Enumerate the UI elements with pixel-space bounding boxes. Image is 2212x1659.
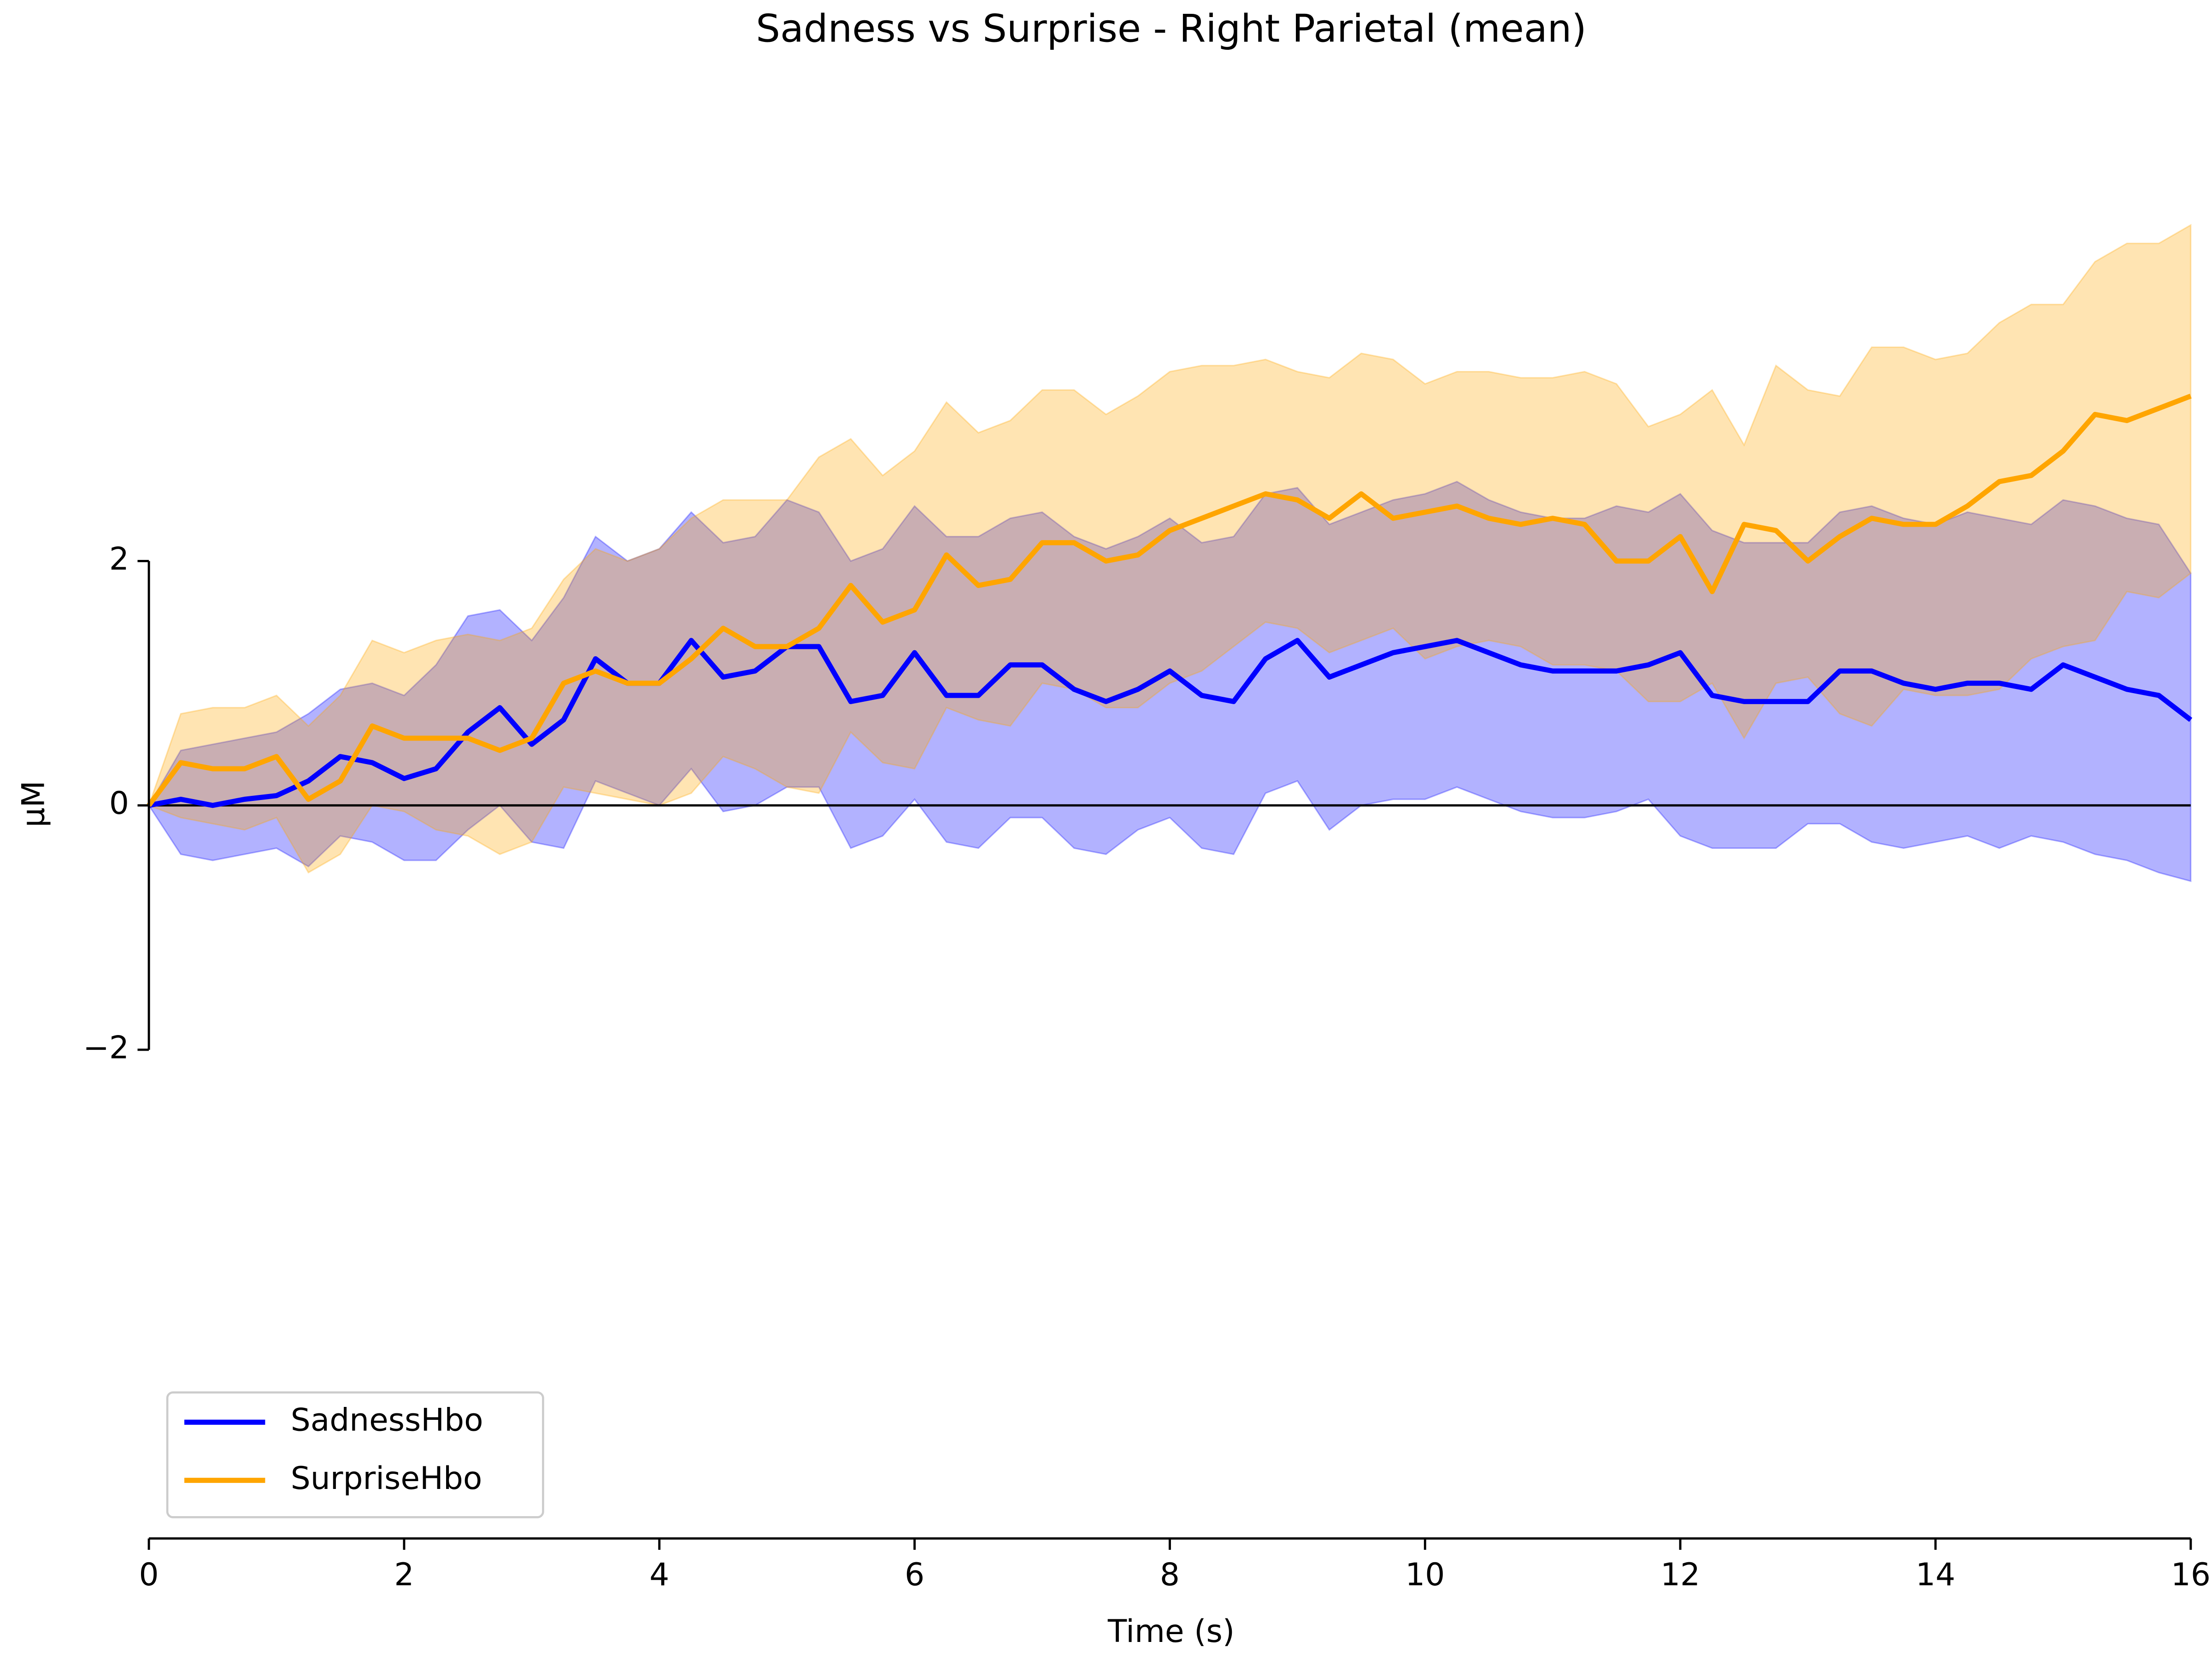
x-tick-label: 14 <box>1916 1556 1955 1593</box>
x-tick-label: 12 <box>1660 1556 1700 1593</box>
x-tick-label: 16 <box>2171 1556 2211 1593</box>
x-axis-label: Time (s) <box>1107 1613 1235 1649</box>
x-tick-label: 2 <box>394 1556 414 1593</box>
y-tick-label: 0 <box>109 785 129 821</box>
x-tick-label: 8 <box>1160 1556 1180 1593</box>
y-tick-label: −2 <box>83 1029 129 1065</box>
chart-title: Sadness vs Surprise - Right Parietal (me… <box>756 6 1587 51</box>
legend-label: SurpriseHbo <box>291 1460 482 1496</box>
x-tick-label: 0 <box>139 1556 159 1593</box>
confidence-band <box>148 224 2192 874</box>
confidence-band <box>148 481 2192 882</box>
y-tick-label: 2 <box>109 541 129 577</box>
x-tick-label: 4 <box>649 1556 669 1593</box>
x-tick-label: 10 <box>1405 1556 1445 1593</box>
legend-label: SadnessHbo <box>291 1402 483 1438</box>
y-axis-label: μM <box>15 781 51 827</box>
series-line <box>148 638 2193 808</box>
series-line <box>147 394 2192 807</box>
x-tick-label: 6 <box>905 1556 924 1593</box>
